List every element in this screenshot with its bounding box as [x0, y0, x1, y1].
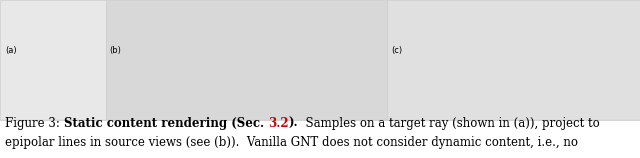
Text: (c): (c) [392, 46, 403, 55]
Bar [0, 0, 106, 120]
Text: Figure 3:: Figure 3: [5, 117, 64, 130]
Text: (b): (b) [109, 46, 121, 55]
Text: epipolar lines in source views (see (b)).  Vanilla GNT does not consider dynamic: epipolar lines in source views (see (b))… [5, 136, 578, 149]
Text: Samples on a target ray (shown in (a)), project to: Samples on a target ray (shown in (a)), … [298, 117, 600, 130]
Text: Static content rendering (Sec.: Static content rendering (Sec. [64, 117, 268, 130]
Text: 3.2: 3.2 [268, 117, 289, 130]
Bar [0, 0, 640, 120]
Text: (a): (a) [5, 46, 17, 55]
Bar [387, 0, 640, 120]
Text: ).: ). [289, 117, 298, 130]
Bar [106, 0, 387, 120]
